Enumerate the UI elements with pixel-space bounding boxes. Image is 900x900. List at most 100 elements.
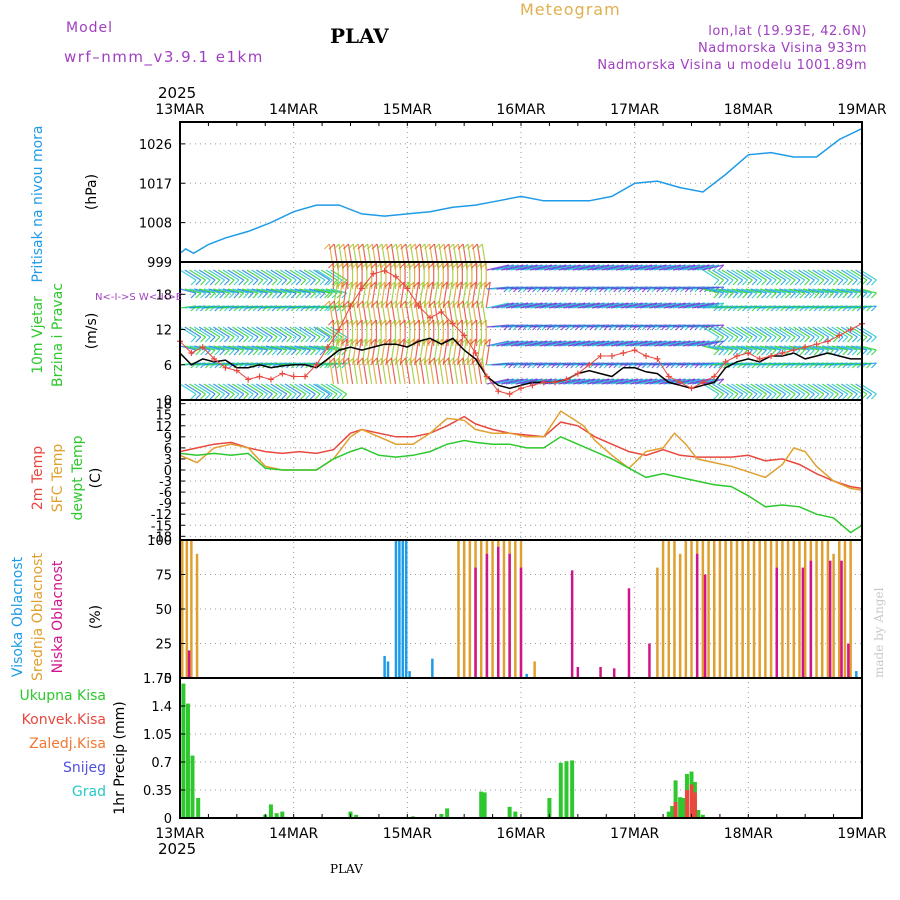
wind-barb xyxy=(553,302,576,309)
wind-barb-flag xyxy=(209,292,216,299)
wind-barb xyxy=(721,269,739,281)
wind-barb-flag xyxy=(461,319,468,326)
wind-barb-flag xyxy=(785,336,791,343)
wind-barb xyxy=(544,340,567,347)
wind-barb xyxy=(850,269,868,281)
pressure-y-tick-label: 999 xyxy=(147,256,172,271)
clouds-bar-srednja-oblacnost xyxy=(730,540,733,678)
wind-barb xyxy=(184,383,202,395)
wind-barb-flag xyxy=(390,262,396,269)
wind-barb-flag xyxy=(467,357,474,364)
wind-barb-flag xyxy=(484,338,491,345)
x-year-label-top: 2025 xyxy=(158,84,196,102)
wind-barb xyxy=(241,345,259,351)
wind-gust-marker xyxy=(427,314,434,321)
wind-barb xyxy=(649,340,672,347)
wind-barb-flag xyxy=(326,393,333,400)
wind-barb xyxy=(769,269,787,281)
wind-barb xyxy=(855,383,872,395)
wind-barb-flag xyxy=(818,279,825,286)
wind-barb xyxy=(850,383,868,395)
wind-barb-flag xyxy=(742,292,748,299)
wind-barb-flag xyxy=(746,336,753,343)
wind-barb-flag xyxy=(336,338,343,345)
wind-barb xyxy=(653,302,677,309)
wind-barb-flag xyxy=(746,279,753,286)
wind-barb-flag xyxy=(471,319,478,326)
wind-barb-flag xyxy=(818,393,825,400)
wind-barb xyxy=(783,269,801,281)
wind-barb xyxy=(308,269,326,281)
wind-barb-flag xyxy=(476,262,482,269)
wind-barb-flag xyxy=(480,262,487,269)
wind-barb xyxy=(696,302,720,309)
wind-barb-flag xyxy=(737,279,744,286)
wind-barb xyxy=(629,378,653,385)
wind-barb-flag xyxy=(355,281,362,288)
wind-barb xyxy=(682,340,705,347)
clouds-bar-visoka-oblacnost xyxy=(855,671,858,678)
wind-barb xyxy=(567,302,591,309)
wind-barb xyxy=(692,340,715,347)
wind-barb xyxy=(251,269,268,281)
wind-barb-flag xyxy=(332,262,339,269)
wind-barb-flag xyxy=(351,281,357,288)
wind-barb-flag xyxy=(804,393,810,400)
wind-barb-flag xyxy=(336,281,343,288)
wind-barb xyxy=(524,302,548,309)
wind-barb-flag xyxy=(823,393,830,400)
wind-barb xyxy=(558,302,581,309)
wind-gust-marker xyxy=(392,273,399,280)
wind-barb xyxy=(256,345,273,351)
wind-barb xyxy=(610,302,634,309)
wind-barb-flag xyxy=(204,393,211,400)
precip-y-tick-label: 1.75 xyxy=(143,672,172,687)
wind-barb xyxy=(577,264,600,271)
temperature-ylabel-1: SFC Temp xyxy=(50,444,66,513)
wind-barb xyxy=(591,302,615,309)
wind-barb-flag xyxy=(309,279,316,286)
clouds-bar-srednja-oblacnost xyxy=(479,540,483,678)
precip-legend-2: Zaledj.Kisa xyxy=(29,736,106,752)
wind-barb xyxy=(236,383,254,395)
wind-barb xyxy=(572,340,595,347)
wind-barb xyxy=(218,345,235,351)
wind-barb xyxy=(778,269,796,281)
wind-barb-flag xyxy=(727,292,734,299)
wind-barb xyxy=(256,383,273,395)
wind-barb xyxy=(198,288,216,294)
wind-barb xyxy=(658,302,681,309)
wind-barb-flag xyxy=(866,393,873,400)
wind-barb-flag xyxy=(351,319,358,326)
wind-barb xyxy=(735,383,753,395)
wind-barb-flag xyxy=(314,336,321,343)
wind-barb xyxy=(222,326,240,338)
wind-barb-flag xyxy=(351,262,358,269)
pressure-y-tick-label: 1026 xyxy=(139,138,172,153)
wind-barb xyxy=(189,269,206,281)
precip-bar-ukupna-kisa xyxy=(547,798,552,818)
wind-barb-flag xyxy=(257,292,264,299)
clouds-bar-srednja-oblacnost xyxy=(502,540,506,678)
wind-barb xyxy=(712,345,729,351)
wind-barb xyxy=(836,269,853,281)
wind-gust-marker xyxy=(324,344,331,351)
wind-barb-flag xyxy=(266,393,273,400)
wind-barb xyxy=(524,340,548,347)
precip-ylabel: 1hr Precip (mm) xyxy=(112,701,128,814)
wind-barb-flag xyxy=(470,338,477,345)
wind-barb-flag xyxy=(443,243,450,250)
precip-y-tick-label: 0 xyxy=(164,812,172,827)
wind-barb-flag xyxy=(409,300,416,307)
wind-barb-flag xyxy=(722,349,729,356)
wind-barb-flag xyxy=(314,292,321,299)
wind-barb xyxy=(563,378,586,385)
clouds-bar-srednja-oblacnost xyxy=(781,540,784,678)
wind-barb xyxy=(850,288,868,294)
wind-gust-marker xyxy=(529,382,536,389)
wind-barb xyxy=(582,302,605,309)
temperature-y-tick-label: 9 xyxy=(164,431,172,446)
wind-barb-flag xyxy=(413,281,420,288)
clouds-bar-srednja-oblacnost xyxy=(462,540,466,678)
model-elevation-label: Nadmorska Visina u modelu 1001.89m xyxy=(597,58,867,73)
